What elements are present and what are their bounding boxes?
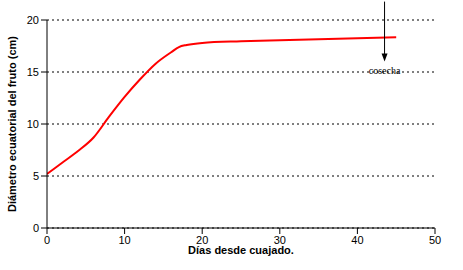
svg-text:5: 5 (33, 170, 39, 182)
svg-text:0: 0 (33, 222, 39, 234)
html-text:Días desde cuajado.: Días desde cuajado. (188, 244, 294, 256)
svg-text:10: 10 (27, 118, 39, 130)
svg-text:40: 40 (351, 234, 363, 246)
svg-text:cosecha: cosecha (369, 65, 401, 76)
svg-text:20: 20 (196, 233, 209, 246)
svg-text:10: 10 (118, 234, 130, 246)
svg-text:15: 15 (27, 66, 39, 78)
svg-text:50: 50 (429, 234, 441, 246)
svg-text:0: 0 (44, 234, 50, 246)
svg-text:20: 20 (27, 14, 39, 26)
html-text:Diámetro ecuatorial del fruto: Diámetro ecuatorial del fruto (cm) (6, 36, 18, 212)
svg-text:30: 30 (273, 233, 286, 246)
